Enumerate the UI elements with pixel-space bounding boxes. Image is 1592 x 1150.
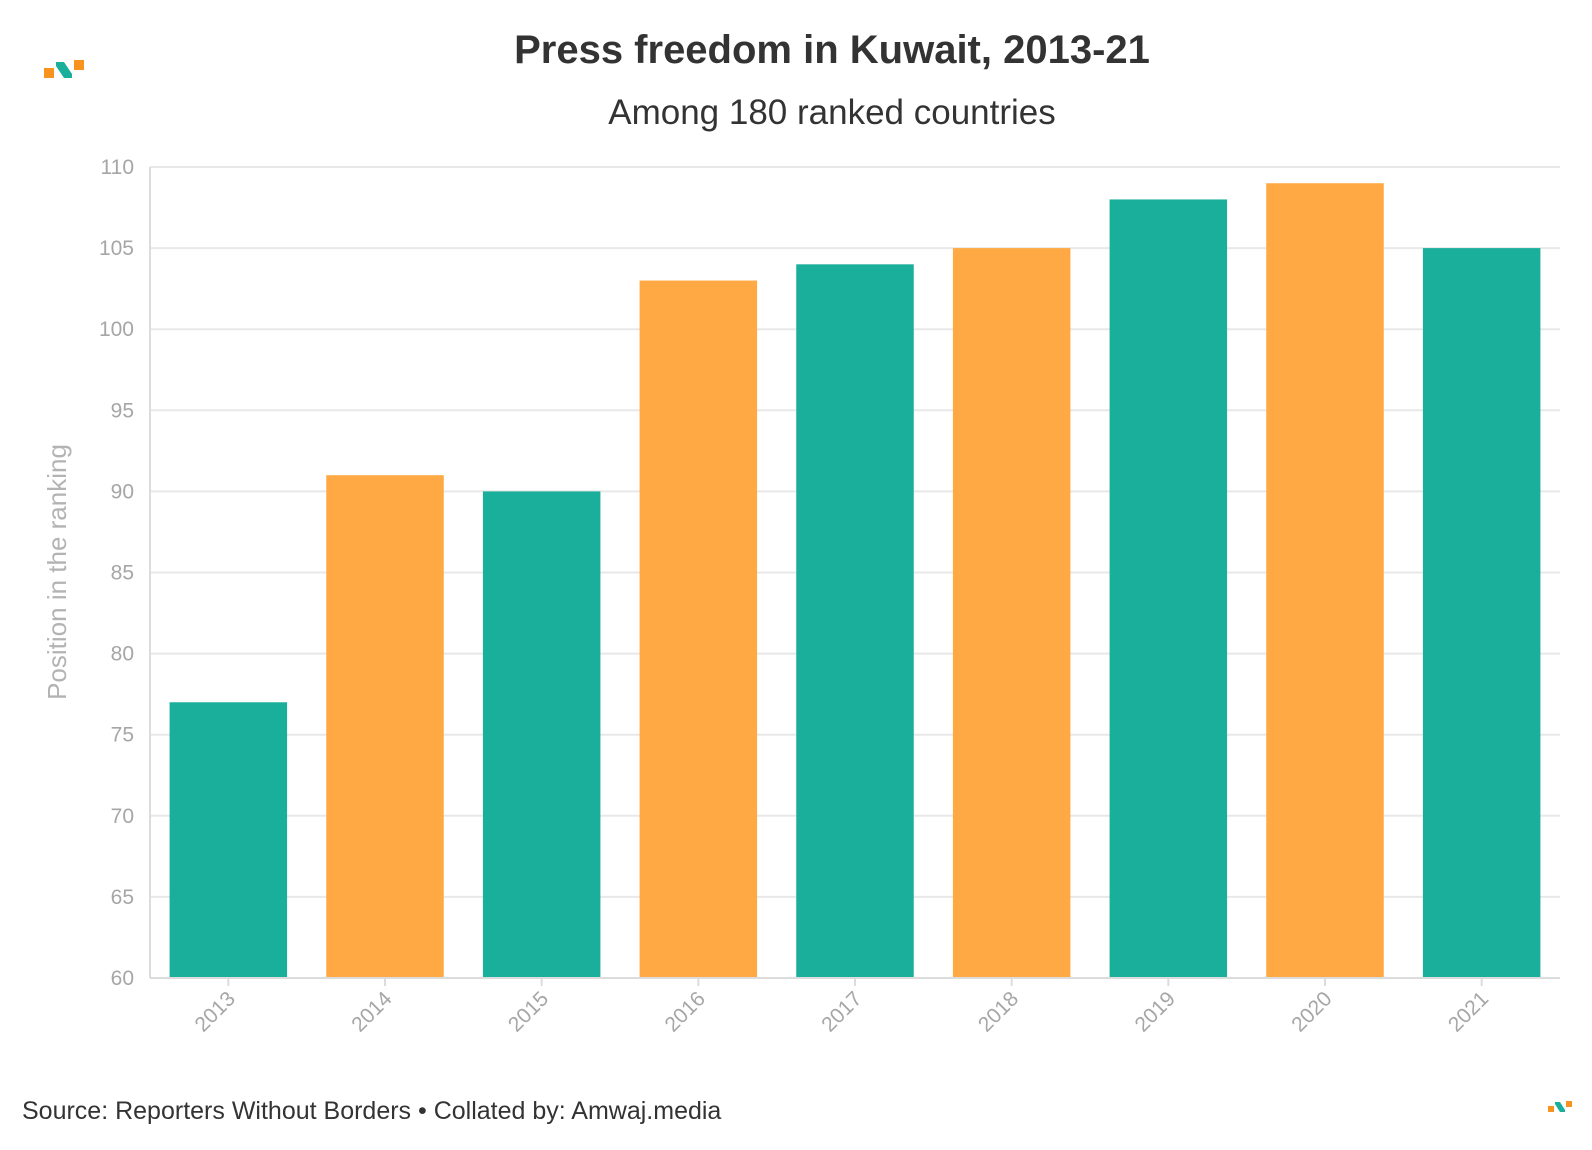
bar-2019[interactable] — [1109, 199, 1228, 978]
x-tick-label: 2020 — [1287, 987, 1336, 1036]
x-tick-label: 2017 — [817, 987, 866, 1036]
y-tick-label: 65 — [111, 886, 134, 909]
x-tick-label: 2013 — [191, 987, 240, 1036]
x-tick-label: 2021 — [1444, 987, 1493, 1036]
y-tick-label: 105 — [99, 237, 134, 260]
x-tick-label: 2018 — [974, 987, 1023, 1036]
bar-2021[interactable] — [1422, 248, 1541, 979]
y-tick-label: 90 — [111, 480, 134, 503]
bar-2014[interactable] — [326, 475, 444, 978]
x-tick-label: 2019 — [1131, 987, 1180, 1036]
bar-2015[interactable] — [482, 491, 601, 978]
bar-2018[interactable] — [952, 248, 1071, 979]
bar-2017[interactable] — [796, 264, 914, 978]
y-tick-label: 100 — [99, 318, 134, 341]
source-note: Source: Reporters Without Borders • Coll… — [22, 1097, 721, 1125]
bar-2013[interactable] — [169, 702, 288, 978]
y-tick-label: 80 — [111, 643, 134, 666]
bar-2020[interactable] — [1266, 183, 1384, 979]
chart-title: Press freedom in Kuwait, 2013-21 — [514, 28, 1150, 72]
y-axis-label: Position in the ranking — [42, 444, 72, 700]
amwaj-logo-icon — [44, 60, 84, 78]
x-tick-label: 2014 — [347, 987, 397, 1037]
y-tick-label: 95 — [111, 399, 134, 422]
chart-subtitle: Among 180 ranked countries — [608, 93, 1056, 132]
y-tick-label: 60 — [111, 967, 134, 990]
y-tick-label: 75 — [111, 724, 134, 747]
y-tick-label: 110 — [101, 156, 134, 179]
bars — [169, 183, 1541, 979]
x-tick-label: 2016 — [661, 987, 710, 1036]
y-tick-label: 85 — [111, 562, 134, 585]
x-axis-ticks: 2013 2014 2015 2016 2017 2018 2019 2020 2021 — [191, 978, 1493, 1037]
amwaj-logo-small-icon — [1548, 1101, 1572, 1112]
x-tick-label: 2015 — [504, 987, 553, 1036]
bar-2016[interactable] — [639, 280, 758, 978]
y-tick-label: 70 — [111, 805, 134, 828]
y-axis-ticks: 60 65 70 75 80 85 90 95 100 105 110 — [99, 156, 134, 990]
